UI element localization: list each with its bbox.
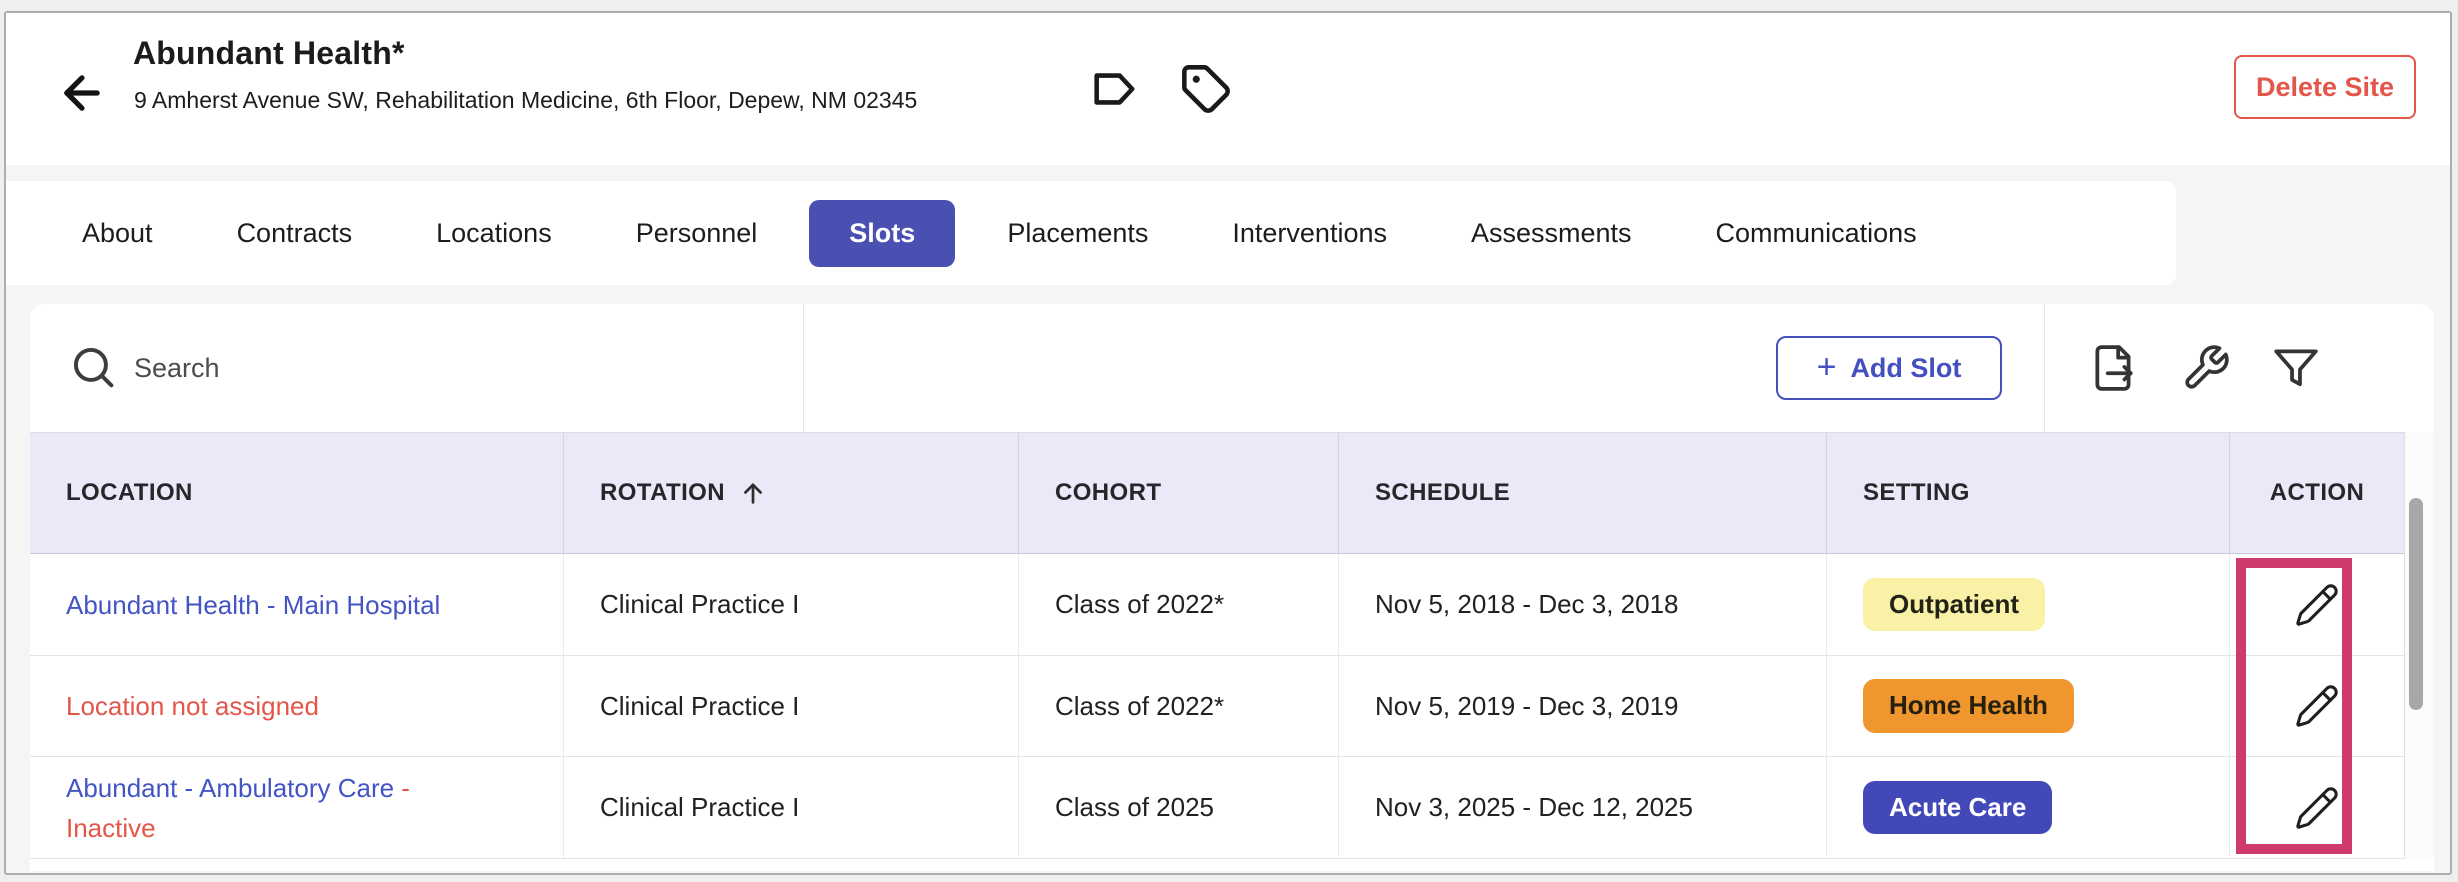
pencil-icon <box>2294 582 2340 628</box>
cell-setting: Outpatient <box>1826 554 2229 655</box>
page-title: Abundant Health* <box>133 35 405 71</box>
sort-ascending-icon <box>739 479 767 507</box>
tag-icon[interactable] <box>1178 61 1234 117</box>
cell-cohort: Class of 2022* <box>1018 554 1338 655</box>
slots-toolbar: + Add Slot <box>30 304 2434 432</box>
filter-button[interactable] <box>2270 342 2322 394</box>
cell-action <box>2229 656 2404 756</box>
toolbar-divider <box>803 304 804 432</box>
location-status-text: Location not assigned <box>66 691 319 721</box>
pencil-icon <box>2294 683 2340 729</box>
tab-locations[interactable]: Locations <box>436 217 552 248</box>
edit-slot-button[interactable] <box>2294 785 2340 831</box>
setting-badge: Home Health <box>1863 679 2074 733</box>
cell-action <box>2229 554 2404 655</box>
label-icon[interactable] <box>1086 61 1142 117</box>
cell-location: Location not assigned <box>30 656 563 756</box>
cell-cohort: Class of 2022* <box>1018 656 1338 756</box>
column-header-location[interactable]: LOCATION <box>30 433 563 553</box>
tab-interventions[interactable]: Interventions <box>1232 217 1387 248</box>
tab-assessments[interactable]: Assessments <box>1470 217 1632 248</box>
column-label: SETTING <box>1863 479 1970 506</box>
search-section <box>30 304 803 432</box>
cell-schedule: Nov 5, 2019 - Dec 3, 2019 <box>1338 656 1826 756</box>
search-input[interactable] <box>134 304 754 432</box>
site-address: 9 Amherst Avenue SW, Rehabilitation Medi… <box>134 87 918 113</box>
toolbar-divider <box>2044 304 2045 432</box>
tab-placements[interactable]: Placements <box>1007 217 1149 248</box>
column-label: COHORT <box>1055 479 1162 506</box>
site-header: Abundant Health* 9 Amherst Avenue SW, Re… <box>6 13 2450 165</box>
cell-rotation: Clinical Practice I <box>563 656 1018 756</box>
tab-contracts[interactable]: Contracts <box>236 217 353 248</box>
add-slot-label: Add Slot <box>1850 352 1962 383</box>
tab-about[interactable]: About <box>82 217 153 248</box>
edit-slot-button[interactable] <box>2294 582 2340 628</box>
cell-cohort: Class of 2025 <box>1018 757 1338 858</box>
cell-schedule: Nov 5, 2018 - Dec 3, 2018 <box>1338 554 1826 655</box>
column-header-setting[interactable]: SETTING <box>1826 433 2229 553</box>
setting-badge: Acute Care <box>1863 780 2053 835</box>
location-text: Abundant Health - Main Hospital <box>66 585 440 625</box>
export-button[interactable] <box>2088 342 2140 394</box>
wrench-button[interactable] <box>2180 342 2232 394</box>
cell-rotation: Clinical Practice I <box>563 757 1018 858</box>
plus-icon: + <box>1816 347 1837 386</box>
column-header-cohort[interactable]: COHORT <box>1018 433 1338 553</box>
cell-setting: Acute Care <box>1826 757 2229 858</box>
vertical-scrollbar-thumb[interactable] <box>2409 498 2423 710</box>
column-label: LOCATION <box>66 479 193 506</box>
cell-rotation: Clinical Practice I <box>563 554 1018 655</box>
table-row: Abundant - Ambulatory Care - Inactive Cli… <box>30 757 2404 859</box>
table-row: Location not assigned Clinical Practice I… <box>30 656 2404 757</box>
cell-location: Abundant - Ambulatory Care - Inactive <box>30 757 563 858</box>
table-row: Abundant Health - Main Hospital Clinical … <box>30 554 2404 656</box>
export-icon <box>2089 343 2139 393</box>
add-slot-button[interactable]: + Add Slot <box>1776 336 2002 400</box>
edit-slot-button[interactable] <box>2294 683 2340 729</box>
column-label: ACTION <box>2269 479 2365 506</box>
column-header-rotation[interactable]: ROTATION <box>563 433 1018 553</box>
location-text: Abundant - Ambulatory Care - Inactive <box>66 768 476 848</box>
column-label: SCHEDULE <box>1375 479 1511 506</box>
cell-schedule: Nov 3, 2025 - Dec 12, 2025 <box>1338 757 1826 858</box>
tab-communications[interactable]: Communications <box>1715 217 1917 248</box>
tab-bar: About Contracts Locations Personnel Slots Pla… <box>6 181 2176 285</box>
cell-setting: Home Health <box>1826 656 2229 756</box>
delete-site-button[interactable]: Delete Site <box>2234 55 2416 119</box>
column-label: ROTATION <box>600 479 725 506</box>
pencil-icon <box>2294 785 2340 831</box>
filter-icon <box>2271 343 2321 393</box>
column-header-action[interactable]: ACTION <box>2229 433 2404 553</box>
location-status-text: - Inactive <box>66 772 410 843</box>
tab-personnel[interactable]: Personnel <box>635 217 758 248</box>
table-body: Abundant Health - Main Hospital Clinical … <box>30 554 2404 859</box>
table-bottom-strip <box>30 859 2434 871</box>
location-link[interactable]: Abundant - Ambulatory Care <box>66 772 395 803</box>
search-icon <box>68 342 118 392</box>
location-text: Location not assigned <box>66 686 319 726</box>
table-header-row: LOCATION ROTATION COHORT SCHEDULE SETTING AC… <box>30 432 2404 554</box>
back-button[interactable] <box>54 65 110 121</box>
back-arrow-icon <box>56 67 108 119</box>
location-link[interactable]: Abundant Health - Main Hospital <box>66 589 441 620</box>
slots-table: LOCATION ROTATION COHORT SCHEDULE SETTING AC… <box>30 432 2404 859</box>
column-header-schedule[interactable]: SCHEDULE <box>1338 433 1826 553</box>
cell-action <box>2229 757 2404 858</box>
wrench-icon <box>2181 343 2231 393</box>
cell-location: Abundant Health - Main Hospital <box>30 554 563 655</box>
setting-badge: Outpatient <box>1863 577 2045 632</box>
tab-slots[interactable]: Slots <box>809 199 956 267</box>
